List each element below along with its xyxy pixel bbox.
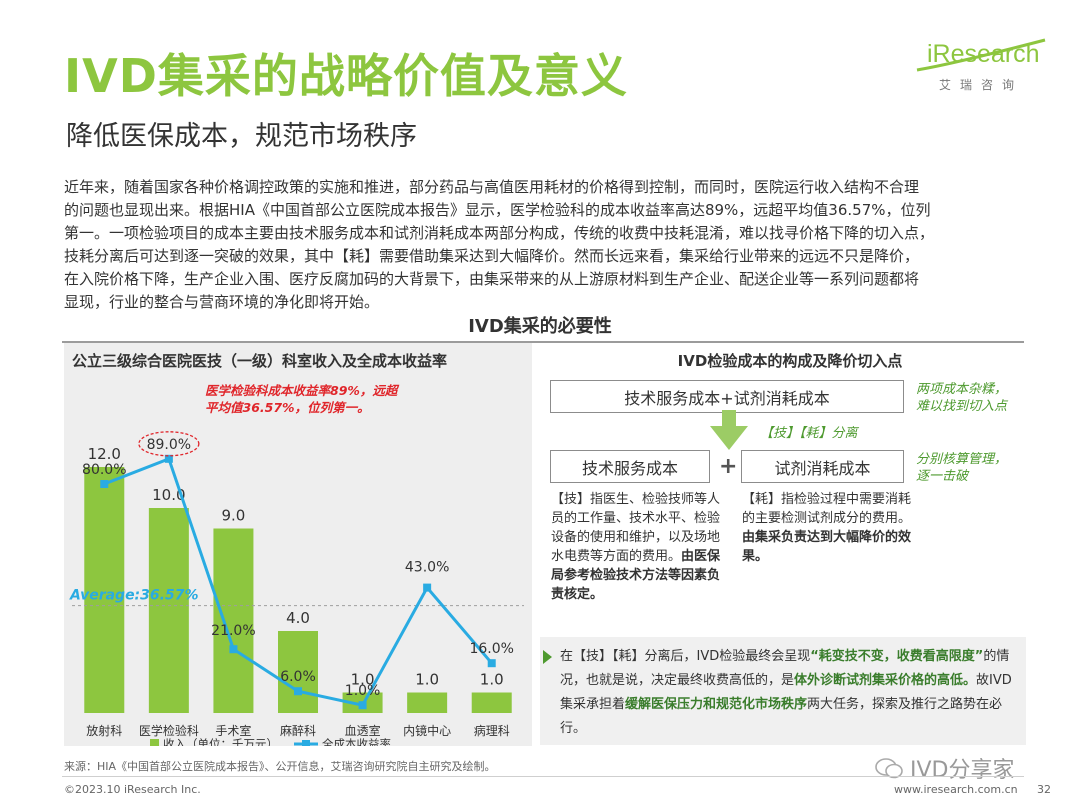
average-label: Average:36.57% bbox=[69, 588, 198, 604]
margin-value-label: 6.0% bbox=[280, 669, 316, 685]
tech-cost-description: 【技】指医生、检验技师等人员的工作量、技术水平、检验设备的使用和维护，以及场地水… bbox=[551, 490, 721, 604]
margin-point bbox=[487, 659, 496, 668]
margin-value-label: 16.0% bbox=[469, 641, 513, 657]
highlight-ellipse bbox=[138, 431, 200, 457]
chart-highlight-note: 医学检验科成本收益率89%，远超平均值36.57%，位列第一。 bbox=[205, 383, 398, 415]
reagent-cost-desc-text: 【耗】指检验过程中需要消耗的主要检测试剂成分的费用。 bbox=[742, 492, 912, 526]
margin-point bbox=[423, 583, 432, 592]
category-label: 内镜中心 bbox=[403, 723, 451, 738]
margin-point bbox=[294, 687, 302, 696]
page-subtitle: 降低医保成本，规范市场秩序 bbox=[66, 121, 417, 152]
revenue-margin-chart: 12.0 10.0 9.0 4.0 1.0 1.0 1.0 Average:36.57% 80.… bbox=[69, 431, 524, 746]
tech-cost-desc-bold: 由医保局参考检验技术方法等因素负责核定。 bbox=[551, 549, 721, 602]
logo-wordmark: iResearch bbox=[927, 40, 1040, 68]
revenue-bar bbox=[278, 631, 318, 713]
intro-line: 近年来，随着国家各种价格调控政策的实施和推进，部分药品与高值医用耗材的价格得到控… bbox=[64, 178, 920, 196]
mixed-cost-note: 两项成本杂糅， 难以找到切入点 bbox=[916, 381, 1007, 415]
category-label: 麻醉科 bbox=[280, 723, 316, 738]
revenue-bar bbox=[407, 692, 448, 713]
revenue-bar bbox=[148, 508, 189, 713]
section-title: IVD集采的必要性 bbox=[468, 316, 612, 337]
conclusion-part: 的情况，也就是说，决定最终收费高低的，是 bbox=[560, 649, 1010, 688]
separate-accounting-note: 分别核算管理， 逐一击破 bbox=[916, 451, 1007, 485]
diagram-title: IVD检验成本的构成及降价切入点 bbox=[677, 352, 903, 370]
bar-value-label: 4.0 bbox=[286, 609, 310, 627]
revenue-bar bbox=[471, 692, 512, 713]
combined-cost-box: 技术服务成本+试剂消耗成本 bbox=[550, 380, 904, 413]
margin-point bbox=[100, 480, 109, 488]
logo-subtext: 艾瑞咨询 bbox=[939, 78, 1024, 92]
separate-accounting-note-line: 逐一击破 bbox=[916, 469, 969, 484]
section-divider bbox=[62, 341, 1024, 343]
revenue-bar bbox=[84, 467, 125, 713]
tech-cost-desc-text: 【技】指医生、检验技师等人员的工作量、技术水平、检验设备的使用和维护，以及场地水… bbox=[551, 492, 721, 564]
bar-value-label: 10.0 bbox=[152, 486, 185, 504]
margin-point bbox=[229, 645, 238, 654]
revenue-bar bbox=[213, 528, 254, 713]
margin-value-label: 43.0% bbox=[405, 560, 449, 576]
intro-line: 技耗分离后可达到逐一突破的效果，其中【耗】需要借助集采达到大幅降价。然而长远来看… bbox=[64, 247, 920, 265]
split-label: 【技】【耗】分离 bbox=[760, 426, 858, 441]
page-title: IVD集采的战略价值及意义 bbox=[64, 49, 628, 103]
iresearch-logo: iResearch 艾瑞咨询 bbox=[913, 36, 1053, 98]
logo-swoosh-icon bbox=[916, 38, 1046, 72]
footer-divider bbox=[62, 776, 1024, 777]
intro-line: 显现，行业的整合与营商环境的净化即将开始。 bbox=[64, 293, 380, 311]
mixed-cost-note-line: 难以找到切入点 bbox=[916, 399, 1008, 414]
intro-paragraph: 近年来，随着国家各种价格调控政策的实施和推进，部分药品与高值医用耗材的价格得到控… bbox=[64, 176, 1024, 314]
watermark-text: IVD分享家 bbox=[910, 758, 1015, 783]
intro-line: 第一。一项检验项目的成本主要由技术服务成本和试剂消耗成本两部分构成，传统的收费中… bbox=[64, 224, 935, 242]
bar-value-label: 1.0 bbox=[480, 671, 504, 689]
margin-value-label: 1.0% bbox=[345, 683, 381, 699]
mixed-cost-note-line: 两项成本杂糅， bbox=[916, 382, 1008, 397]
conclusion-bold: 体外诊断试剂集采价格的高低。 bbox=[794, 673, 977, 688]
margin-value-label: 21.0% bbox=[211, 623, 255, 639]
category-label: 医学检验科 bbox=[139, 723, 199, 738]
reagent-cost-description: 【耗】指检验过程中需要消耗的主要检测试剂成分的费用。由集采负责达到大幅降价的效果… bbox=[742, 490, 912, 566]
intro-line: 的问题也显现出来。根据HIA《中国首部公立医院成本报告》显示，医学检验科的成本收… bbox=[64, 201, 931, 219]
bar-value-label: 12.0 bbox=[88, 445, 121, 463]
legend-line-label: 全成本收益率 bbox=[322, 737, 391, 746]
conclusion-bold: 缓解医保压力和规范化市场秩序 bbox=[625, 697, 808, 712]
margin-point bbox=[358, 701, 367, 710]
down-arrow-icon bbox=[710, 410, 748, 450]
margin-value-label: 89.0% bbox=[147, 437, 191, 453]
conclusion-part: 在【技】【耗】分离后，IVD检验最终会呈现 bbox=[560, 649, 811, 664]
category-label: 放射科 bbox=[86, 723, 122, 738]
wechat-icon bbox=[875, 758, 903, 779]
legend-line-marker bbox=[302, 740, 310, 746]
reagent-cost-box: 试剂消耗成本 bbox=[741, 450, 904, 483]
reagent-cost-desc-bold: 由集采负责达到大幅降价的效果。 bbox=[742, 530, 912, 564]
conclusion-bold: “耗变技不变，收费看高限度” bbox=[810, 649, 984, 664]
category-label: 病理科 bbox=[474, 723, 510, 738]
bar-value-label: 1.0 bbox=[415, 671, 439, 689]
conclusion-part: 两大任务，探索及推行之路势在必行。 bbox=[560, 697, 1003, 736]
conclusion-text: 在【技】【耗】分离后，IVD检验最终会呈现“耗变技不变，收费看高限度”的情况，也… bbox=[560, 645, 1020, 741]
watermark: IVD分享家 bbox=[874, 752, 1014, 784]
bar-value-label: 1.0 bbox=[351, 671, 375, 689]
legend-bar-label: 收入（单位：千万元） bbox=[163, 737, 278, 746]
separate-accounting-note-line: 分别核算管理， bbox=[916, 452, 1008, 467]
tech-service-cost-box: 技术服务成本 bbox=[550, 450, 710, 483]
triangle-bullet-icon bbox=[543, 650, 552, 664]
intro-line: 在入院价格下降，生产企业入围、医疗反腐加码的大背景下，由集采带来的从上游原材料到… bbox=[64, 270, 920, 288]
copyright: ©2023.10 iResearch Inc. bbox=[64, 783, 201, 796]
site-url: www.iresearch.com.cn bbox=[894, 783, 1018, 796]
bar-value-label: 9.0 bbox=[221, 507, 245, 525]
legend-bar-swatch bbox=[150, 739, 159, 746]
category-label: 手术室 bbox=[215, 723, 251, 738]
page-number: 32 bbox=[1037, 783, 1051, 796]
margin-value-label: 80.0% bbox=[82, 462, 126, 478]
category-label: 血透室 bbox=[345, 723, 381, 738]
margin-point bbox=[164, 454, 173, 463]
conclusion-part: 故IVD集采承担着 bbox=[560, 673, 1012, 712]
source-note: 来源：HIA《中国首部公立医院成本报告》、公开信息，艾瑞咨询研究院自主研究及绘制… bbox=[64, 760, 496, 773]
chart-title: 公立三级综合医院医技（一级）科室收入及全成本收益率 bbox=[72, 352, 448, 370]
plus-icon: + bbox=[719, 454, 738, 479]
conclusion-box bbox=[540, 637, 1026, 745]
